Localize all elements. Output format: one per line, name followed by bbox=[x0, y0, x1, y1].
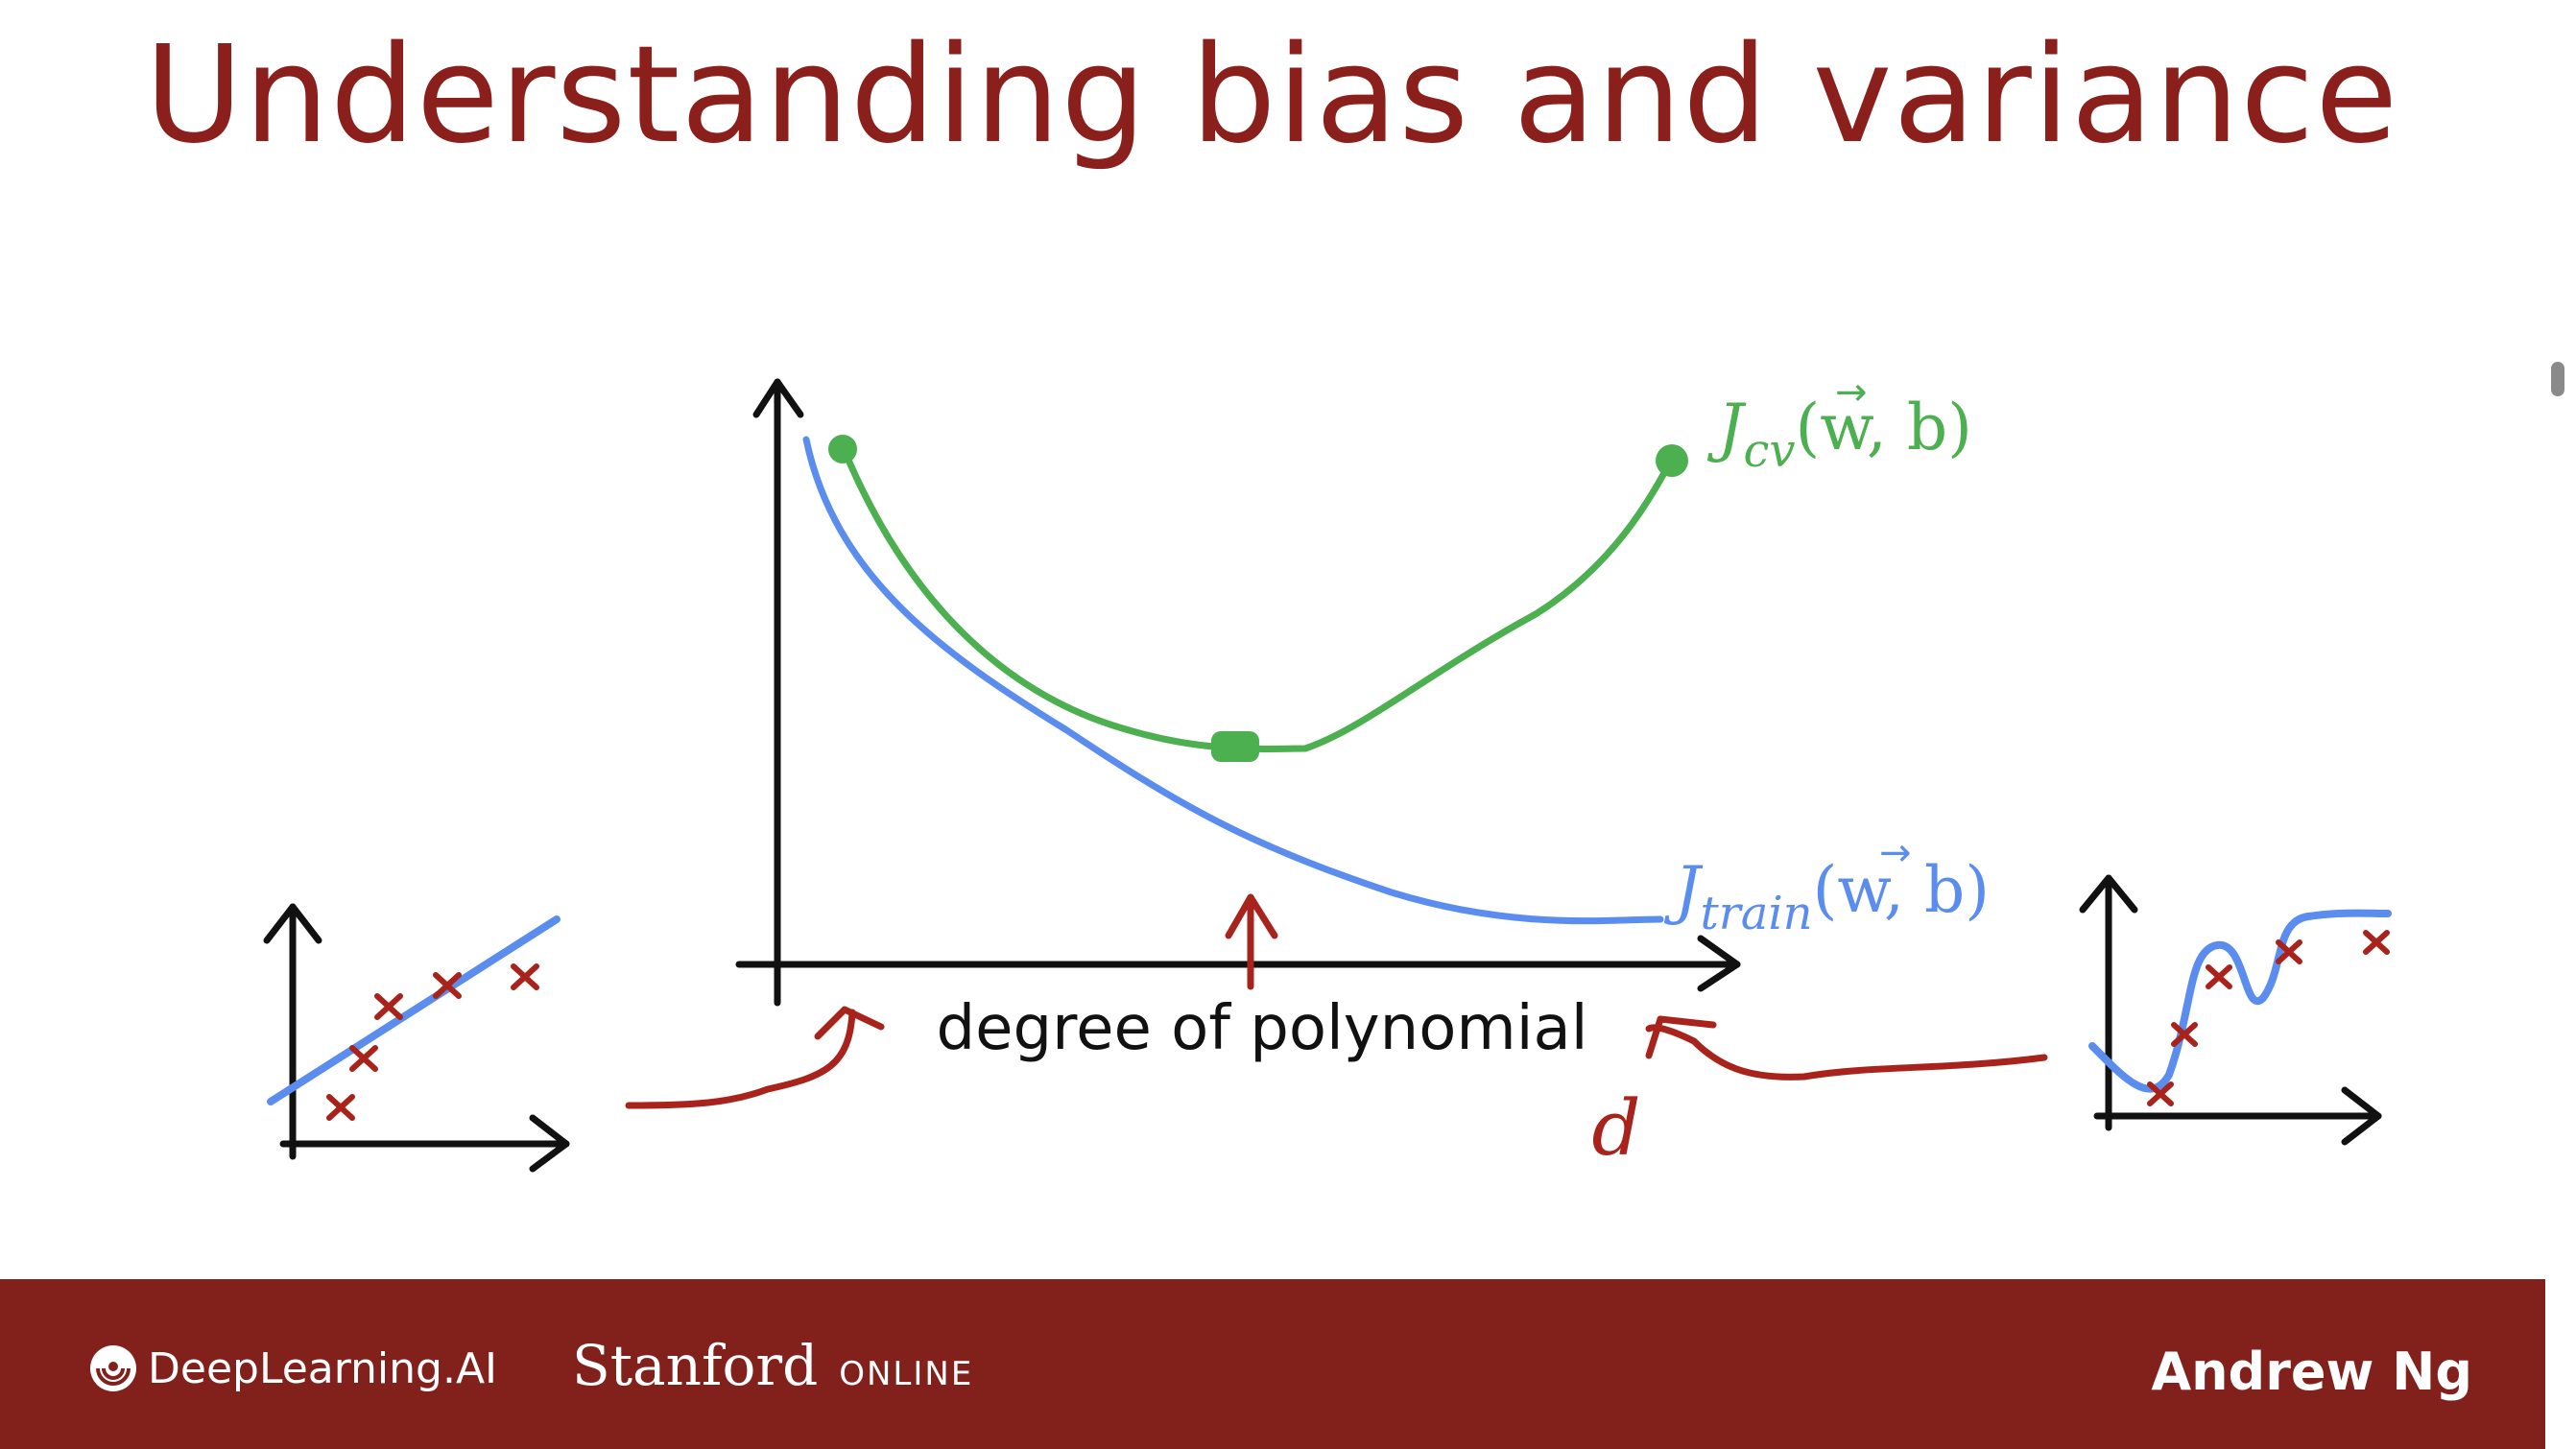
cv-endpoint-right bbox=[1656, 444, 1688, 477]
low-degree-arrowhead bbox=[814, 1006, 885, 1040]
cross-marker bbox=[433, 972, 462, 999]
deeplearning-ai-logo-icon bbox=[90, 1345, 136, 1391]
cross-marker bbox=[349, 1045, 378, 1072]
cross-marker bbox=[2206, 964, 2232, 989]
slide-title: Understanding bias and variance bbox=[144, 17, 2399, 174]
cross-marker bbox=[326, 1094, 355, 1121]
cross-marker bbox=[2147, 1081, 2174, 1106]
overfit-y-arrowhead bbox=[2079, 874, 2138, 914]
annotation-arrows bbox=[625, 893, 2048, 1109]
partner-suffix: ONLINE bbox=[839, 1355, 974, 1393]
underfit-fit-line bbox=[267, 915, 561, 1105]
cross-marker bbox=[374, 993, 403, 1020]
overfit-fit-curve bbox=[2088, 909, 2392, 1093]
stanford-online-brand: Stanford ONLINE bbox=[572, 1333, 973, 1398]
cv-endpoint-left bbox=[828, 435, 857, 463]
underfit-y-arrowhead bbox=[263, 903, 322, 944]
j-train-label-args: (w, b) bbox=[1813, 853, 1990, 927]
underfit-x-arrowhead bbox=[529, 1114, 570, 1173]
j-cv-curve bbox=[839, 442, 1676, 752]
j-cv-label-args: (w, b) bbox=[1795, 391, 1971, 464]
overfit-data-points bbox=[2147, 930, 2390, 1106]
j-train-vector-arrow: → bbox=[1879, 831, 1912, 875]
j-cv-vector-arrow: → bbox=[1835, 370, 1868, 415]
main-x-axis-arrowhead bbox=[1697, 935, 1741, 992]
underfit-data-points bbox=[326, 963, 539, 1121]
overfit-plot bbox=[2079, 874, 2392, 1146]
j-cv-label-subscript: cv bbox=[1743, 424, 1795, 478]
footer-bar bbox=[0, 1279, 2545, 1449]
low-degree-arrow bbox=[625, 1009, 856, 1109]
cross-marker bbox=[2363, 930, 2390, 955]
overfit-x-arrowhead bbox=[2341, 1086, 2382, 1146]
main-axes bbox=[735, 378, 1741, 1007]
brand-name: DeepLearning.AI bbox=[148, 1343, 498, 1393]
x-axis-label: degree of polynomial bbox=[937, 993, 1588, 1064]
bias-variance-diagram: Jcv(w, b) → Jtrain(w, b) → degree of pol… bbox=[263, 370, 2392, 1173]
cv-minimum-marker bbox=[1211, 731, 1259, 762]
j-cv-label: Jcv(w, b) bbox=[1706, 391, 1972, 478]
underfit-plot bbox=[263, 903, 570, 1173]
j-train-curve bbox=[802, 436, 1664, 925]
j-cv-label-main: J bbox=[1706, 391, 1747, 464]
cross-marker bbox=[511, 963, 539, 990]
optimal-degree-arrowhead bbox=[1225, 893, 1278, 939]
partner-name: Stanford bbox=[572, 1333, 819, 1398]
j-train-label: Jtrain(w, b) bbox=[1663, 853, 1990, 940]
high-degree-arrowhead bbox=[1645, 1015, 1717, 1059]
j-train-label-main: J bbox=[1663, 853, 1704, 927]
cross-marker bbox=[2276, 939, 2302, 964]
scrollbar-thumb[interactable] bbox=[2551, 362, 2564, 396]
deeplearning-ai-brand: DeepLearning.AI bbox=[88, 1343, 497, 1393]
cross-marker bbox=[2171, 1022, 2198, 1047]
d-variable-label: d bbox=[1591, 1083, 1640, 1173]
author-name: Andrew Ng bbox=[2151, 1342, 2472, 1402]
high-degree-arrow bbox=[1645, 1024, 2048, 1081]
j-train-label-subscript: train bbox=[1700, 887, 1812, 940]
main-y-axis-arrowhead bbox=[752, 378, 804, 418]
